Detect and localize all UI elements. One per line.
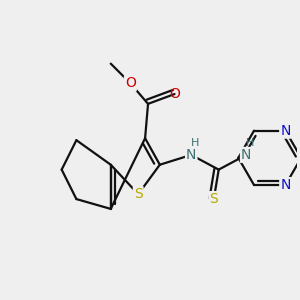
Text: N: N	[280, 178, 291, 192]
Text: S: S	[134, 187, 142, 201]
Text: N: N	[280, 124, 291, 138]
Text: O: O	[169, 87, 180, 101]
Text: H: H	[246, 138, 254, 148]
Text: N: N	[186, 148, 196, 162]
Text: H: H	[191, 138, 199, 148]
Text: N: N	[241, 148, 251, 162]
Text: O: O	[125, 76, 136, 90]
Text: S: S	[209, 192, 218, 206]
